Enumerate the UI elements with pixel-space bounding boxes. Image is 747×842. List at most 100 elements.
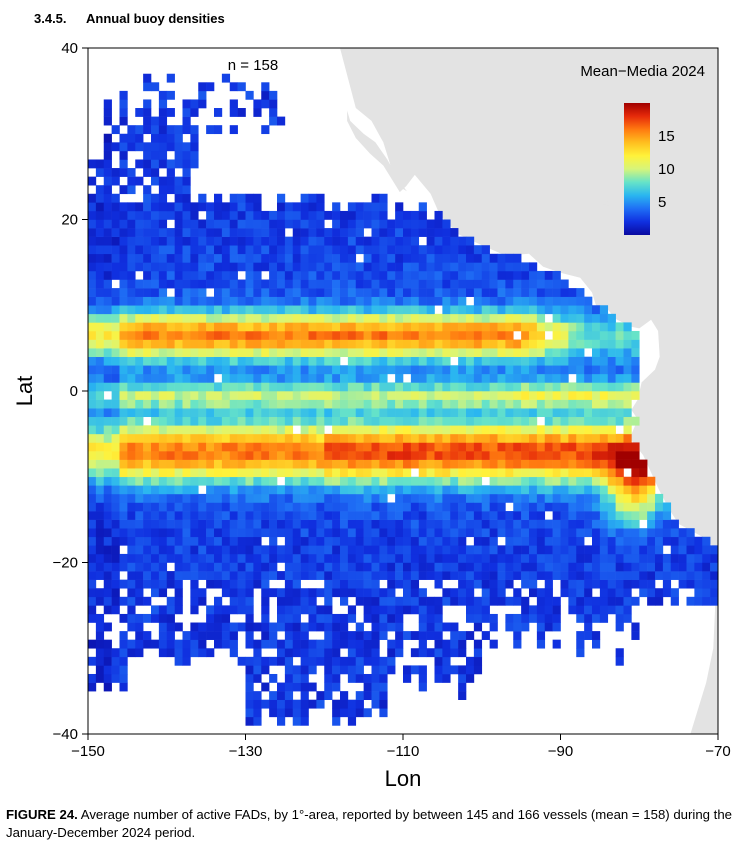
density-cell [662, 562, 672, 572]
density-cell [206, 493, 215, 503]
density-cell [292, 665, 301, 675]
density-cell [174, 270, 183, 280]
density-cell [379, 442, 388, 452]
density-cell [513, 511, 522, 520]
density-cell [166, 108, 175, 117]
density-cell [607, 485, 616, 495]
density-cell [434, 639, 443, 649]
density-cell [418, 322, 427, 332]
density-cell [442, 459, 451, 469]
density-cell [544, 451, 553, 460]
density-cell [284, 313, 294, 323]
density-cell [332, 502, 341, 512]
density-cell [261, 288, 270, 297]
density-cell [292, 253, 301, 263]
density-cell [158, 159, 168, 169]
density-cell [584, 596, 593, 606]
density-cell [450, 339, 459, 349]
density-cell [237, 339, 246, 349]
density-cell [221, 476, 231, 486]
density-cell [568, 588, 577, 598]
density-cell [458, 322, 467, 332]
density-cell [143, 502, 152, 512]
density-cell [426, 519, 435, 529]
density-cell [88, 356, 97, 366]
density-cell [119, 279, 128, 289]
density-cell [584, 519, 593, 529]
density-cell [576, 425, 585, 435]
density-cell [221, 253, 231, 263]
density-cell [277, 210, 286, 220]
density-cell [371, 502, 380, 512]
density-cell [103, 159, 112, 169]
density-cell [127, 219, 136, 229]
density-cell [521, 399, 530, 409]
density-cell [190, 373, 199, 383]
density-cell [458, 425, 467, 435]
density-cell [190, 245, 199, 255]
density-cell [418, 416, 427, 426]
density-cell [473, 296, 483, 306]
density-cell [347, 588, 357, 598]
density-cell [300, 442, 309, 452]
density-cell [607, 322, 616, 332]
density-cell [505, 296, 514, 306]
density-cell [119, 270, 128, 280]
density-cell [497, 502, 506, 512]
density-cell [292, 536, 301, 546]
density-cell [158, 365, 168, 375]
density-cell [277, 502, 286, 512]
density-cell [662, 588, 672, 598]
density-cell [458, 536, 467, 546]
density-cell [418, 511, 427, 520]
density-cell [623, 451, 632, 460]
density-cell [363, 511, 372, 520]
density-cell [599, 562, 609, 572]
density-cell [190, 605, 199, 615]
density-cell [245, 356, 254, 366]
density-cell [340, 348, 349, 357]
density-cell [355, 451, 364, 460]
density-cell [111, 579, 120, 589]
density-cell [584, 511, 593, 520]
density-cell [450, 528, 459, 538]
density-cell [568, 296, 577, 306]
density-cell [316, 373, 325, 383]
density-cell [434, 528, 443, 538]
density-cell [206, 528, 215, 538]
density-cell [529, 305, 538, 315]
density-cell [292, 416, 301, 426]
density-cell [694, 571, 703, 580]
density-cell [529, 391, 538, 400]
density-cell [95, 399, 105, 409]
density-cell [308, 553, 317, 563]
density-cell [410, 433, 420, 443]
density-cell [615, 519, 624, 529]
density-cell [324, 673, 333, 683]
density-cell [560, 528, 569, 538]
density-cell [174, 296, 183, 306]
density-cell [158, 605, 168, 615]
density-cell [466, 339, 475, 349]
density-cell [151, 528, 160, 538]
density-cell [497, 562, 506, 572]
density-cell [143, 425, 152, 435]
density-cell [473, 356, 483, 366]
density-cell [379, 605, 388, 615]
density-cell [395, 313, 404, 323]
density-cell [623, 553, 632, 563]
density-cell [127, 416, 136, 426]
density-cell [371, 493, 380, 503]
density-cell [324, 502, 333, 512]
density-cell [277, 330, 286, 340]
density-cell [158, 485, 168, 495]
density-cell [190, 579, 199, 589]
density-cell [111, 605, 120, 615]
density-cell [340, 322, 349, 332]
density-cell [584, 365, 593, 375]
density-cell [316, 356, 325, 366]
density-cell [182, 348, 191, 357]
density-cell [166, 270, 175, 280]
density-cell [363, 451, 372, 460]
density-cell [261, 622, 270, 632]
